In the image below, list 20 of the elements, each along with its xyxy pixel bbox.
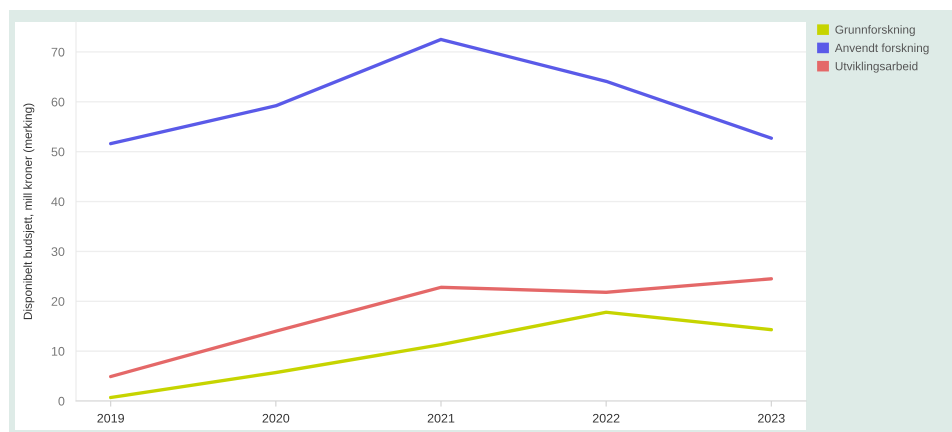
y-tick-label: 30 (51, 247, 64, 256)
y-tick-label: 20 (52, 297, 64, 306)
y-tick-label: 70 (52, 48, 64, 57)
x-tick-label: 2019 (97, 414, 124, 423)
x-tick-label: 2021 (428, 414, 454, 423)
y-tick-label: 10 (52, 346, 64, 356)
legend-label: Utviklingsarbeid (836, 62, 918, 73)
x-tick-label: 2022 (592, 414, 620, 423)
x-tick-label: 2023 (758, 414, 785, 423)
y-tick-label: 40 (51, 197, 64, 206)
legend-label: Grunnforskning (835, 25, 915, 36)
line-series (109, 277, 773, 378)
y-axis-title: Disponibelt budsjett, mill kroner (merking) (23, 104, 34, 320)
y-tick-label: 50 (51, 147, 64, 156)
line-series (109, 310, 773, 400)
y-tick-label: 0 (58, 396, 64, 406)
legend-label: Anvendt forskning (834, 43, 929, 54)
line-series (109, 38, 773, 146)
y-tick-label: 60 (52, 98, 64, 106)
x-tick-label: 2020 (262, 414, 290, 423)
